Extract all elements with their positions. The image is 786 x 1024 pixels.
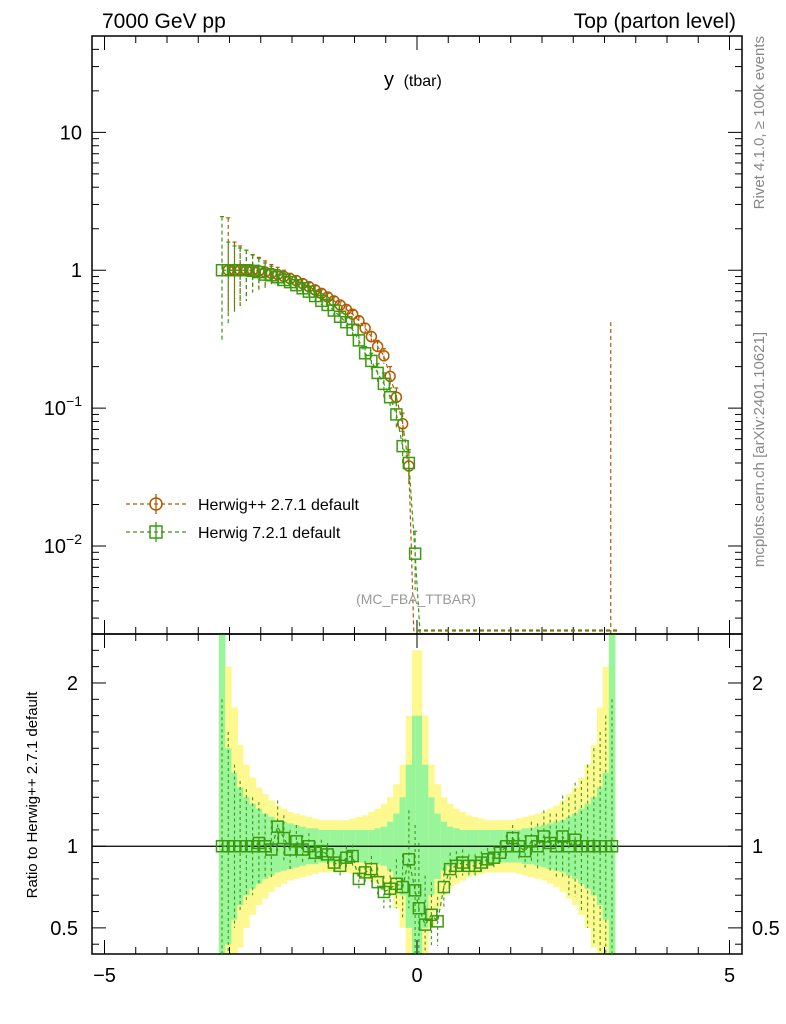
ratio-point — [605, 839, 619, 853]
y-tick-exponent: −1 — [66, 393, 82, 409]
band-inner-bin — [608, 634, 616, 954]
ratio-ytick-label-right: 1 — [752, 836, 763, 858]
ratio-ylabel: Ratio to Herwig++ 2.7.1 default — [24, 691, 41, 899]
ratio-point — [396, 880, 409, 894]
ratio-uncertainty-bands — [218, 634, 616, 954]
y-tick-label: 10−1 — [44, 393, 82, 420]
point-herwig-pp — [359, 322, 371, 334]
mcplots-label: mcplots.cern.ch [arXiv:2401.10621] — [751, 332, 768, 567]
y-tick-label: 10 — [60, 122, 82, 144]
band-inner-bin — [412, 715, 419, 954]
ratio-ytick-label-left: 1 — [67, 836, 78, 858]
ratio-axis-ticks: −5 0 5 0.5 0.5 1 1 2 2 — [50, 634, 780, 987]
point-herwig7 — [408, 547, 422, 560]
legend-item-herwig-pp: Herwig++ 2.7.1 default — [126, 494, 360, 514]
ratio-point — [265, 843, 278, 856]
analysis-label: (MC_FBA_TTBAR) — [356, 591, 476, 607]
main-panel — [91, 35, 743, 635]
x-tick-label: 5 — [724, 965, 735, 987]
x-tick-label: −5 — [93, 965, 116, 987]
ratio-ytick-label-right: 0.5 — [752, 918, 780, 940]
point-herwig-pp — [365, 330, 378, 343]
point-herwig7 — [383, 390, 397, 404]
ratio-point — [408, 884, 422, 897]
y-tick-base: 10 — [44, 398, 66, 420]
legend-label-herwig7: Herwig 7.2.1 default — [198, 525, 341, 542]
rivet-label: Rivet 4.1.0, ≥ 100k events — [751, 36, 768, 209]
series-line-herwig-pp — [228, 269, 415, 635]
legend-square-marker — [149, 525, 163, 539]
band-inner-bin — [415, 715, 423, 954]
series-line-herwig7 — [222, 269, 421, 635]
process-label: Top (parton level) — [574, 10, 736, 33]
legend-label-herwig-pp: Herwig++ 2.7.1 default — [198, 497, 360, 514]
y-tick-label: 1 — [71, 260, 82, 282]
ratio-point — [431, 915, 444, 928]
y-tick-label: 10−2 — [44, 531, 82, 558]
ratio-point — [412, 902, 426, 915]
ratio-ytick-label-right: 2 — [752, 673, 763, 695]
legend-circle-marker — [149, 497, 163, 511]
point-herwig7 — [402, 456, 416, 470]
y-tick-exponent: −2 — [66, 531, 82, 547]
main-series — [215, 215, 619, 635]
ratio-ytick-label-left: 0.5 — [50, 918, 78, 940]
point-herwig7 — [396, 439, 409, 453]
plot-title: y (tbar) — [384, 69, 442, 91]
point-herwig7 — [390, 408, 403, 421]
y-tick-base: 10 — [44, 536, 66, 558]
ratio-series — [215, 699, 619, 954]
point-herwig-pp — [371, 340, 384, 353]
ratio-point — [437, 880, 451, 894]
main-frame-border — [91, 35, 743, 635]
legend-item-herwig7: Herwig 7.2.1 default — [126, 522, 341, 542]
ratio-point — [365, 862, 378, 876]
point-herwig7 — [365, 354, 378, 368]
point-herwig7 — [352, 334, 366, 347]
title-variable: y — [384, 69, 394, 91]
band-inner-bin — [218, 634, 226, 954]
ratio-ytick-label-left: 2 — [67, 673, 78, 695]
x-tick-label: 0 — [411, 965, 422, 987]
legend: Herwig++ 2.7.1 default Herwig 7.2.1 defa… — [126, 494, 360, 542]
ratio-point — [346, 849, 359, 863]
point-herwig7 — [377, 377, 391, 391]
title-subscript: (tbar) — [404, 73, 442, 90]
ratio-point — [402, 853, 416, 866]
energy-label: 7000 GeV pp — [102, 10, 226, 33]
point-herwig-pp — [378, 349, 390, 362]
